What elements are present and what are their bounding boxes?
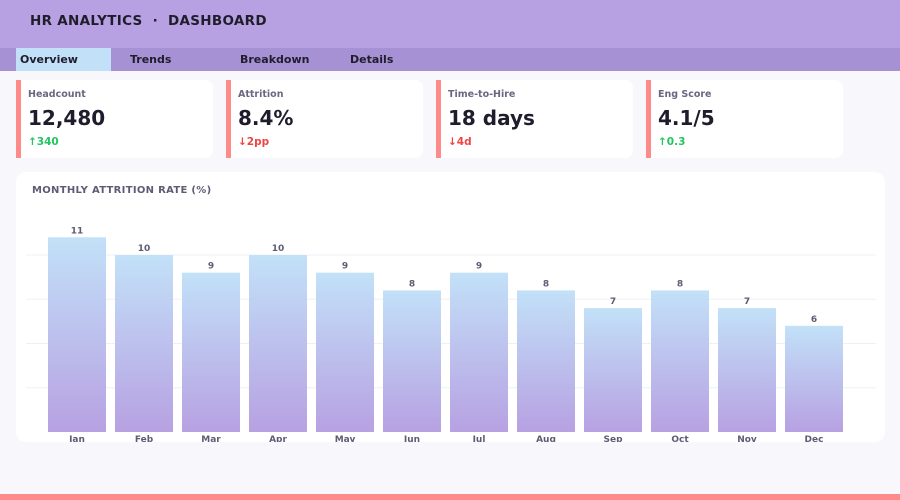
x-tick-label: Jan [68,435,85,442]
x-tick-label: Dec [805,435,824,442]
x-tick-label: Sep [603,435,623,442]
bar-dec [785,325,843,432]
data-label: 8 [409,279,415,289]
data-label: 10 [272,244,285,254]
bar-feb [115,255,173,432]
kpi-card-eng-score: Eng Score 4.1/5 ↑0.3 [646,80,843,158]
kpi-value: 4.1/5 [658,106,715,130]
attrition-bar-chart: 11 Jan 10 Feb 9 Mar 10 Apr 9 May 8 Jun 9 Jul 8 Aug 7 Sep 8… [26,226,876,442]
kpi-delta: ↓2pp [238,136,270,148]
tab-details[interactable]: Details [350,53,394,66]
x-tick-label: Jun [403,435,420,442]
data-label: 10 [138,244,151,254]
bar-oct [651,290,709,432]
attrition-chart-card: MONTHLY ATTRITION RATE (%) 11 Jan 10 Feb 9 Ma… [16,172,885,442]
kpi-value: 12,480 [28,106,106,130]
kpi-card-time-to-hire: Time-to-Hire 18 days ↓4d [436,80,633,158]
kpi-label: Time-to-Hire [448,89,516,100]
tab-trends[interactable]: Trends [130,53,172,66]
bar-apr [249,255,307,432]
bar-aug [517,290,575,432]
x-tick-label: Jul [472,435,486,442]
x-tick-label: Apr [269,435,287,442]
data-label: 8 [677,279,683,289]
x-tick-label: Oct [671,435,689,442]
kpi-card-headcount: Headcount 12,480 ↑340 [16,80,213,158]
footer-accent-bar [0,494,900,500]
kpi-delta: ↓4d [448,136,472,148]
bar-jan [48,237,106,432]
chart-title: MONTHLY ATTRITION RATE (%) [32,185,212,196]
bar-nov [718,308,776,432]
kpi-card-attrition: Attrition 8.4% ↓2pp [226,80,423,158]
kpi-label: Attrition [238,89,284,100]
x-tick-label: Aug [536,435,556,442]
data-label: 11 [71,226,84,236]
bar-mar [182,272,240,432]
data-label: 9 [208,262,214,272]
data-label: 8 [543,279,549,289]
x-tick-label: Nov [737,435,757,442]
data-label: 7 [610,297,616,307]
kpi-delta: ↑340 [28,136,59,148]
kpi-value: 8.4% [238,106,294,130]
kpi-delta: ↑0.3 [658,136,686,148]
x-tick-label: Feb [135,435,154,442]
bar-jun [383,290,441,432]
data-label: 9 [476,262,482,272]
kpi-label: Eng Score [658,89,712,100]
kpi-value: 18 days [448,106,535,130]
bar-sep [584,308,642,432]
app-title: HR ANALYTICS · DASHBOARD [30,13,267,29]
data-label: 9 [342,262,348,272]
tab-bar: Overview Trends Breakdown Details [0,48,900,71]
tab-overview[interactable]: Overview [16,48,111,71]
bar-jul [450,272,508,432]
x-tick-label: Mar [201,435,221,442]
app-header: HR ANALYTICS · DASHBOARD [0,0,900,48]
data-label: 7 [744,297,750,307]
tab-breakdown[interactable]: Breakdown [240,53,310,66]
data-label: 6 [811,315,817,325]
bar-may [316,272,374,432]
kpi-label: Headcount [28,89,86,100]
x-tick-label: May [335,435,356,442]
